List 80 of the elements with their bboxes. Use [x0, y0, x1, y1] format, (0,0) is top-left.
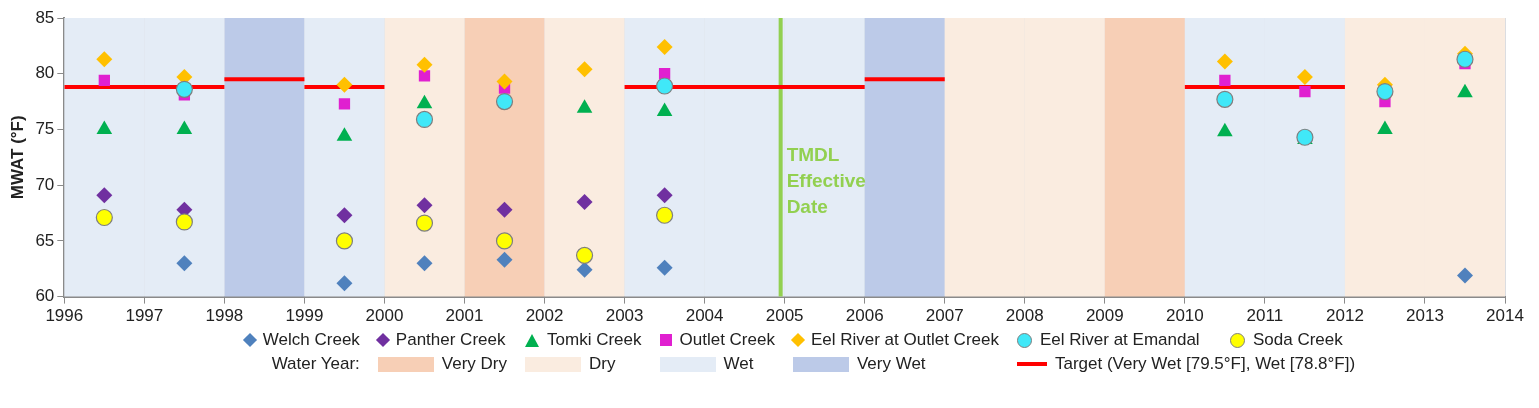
- ref-line-label: TMDL Effective Date: [786, 144, 866, 218]
- point: [656, 259, 673, 276]
- x-tick-label: 1999: [285, 306, 324, 326]
- x-tick-label: 2005: [765, 306, 804, 326]
- point: [1376, 82, 1394, 101]
- y-tick-label: 80: [35, 63, 55, 83]
- x-tick-label: 2007: [925, 306, 964, 326]
- point: [335, 232, 354, 250]
- point: [1456, 267, 1473, 284]
- y-tick-label: 75: [35, 119, 55, 139]
- x-tick-label: 2008: [1005, 306, 1044, 326]
- y-tick-label: 65: [35, 230, 55, 250]
- x-tick-label: 2004: [685, 306, 724, 326]
- legend-title: Water Year:: [270, 354, 360, 374]
- x-tick-label: 2014: [1486, 306, 1524, 326]
- x-tick-label: 2000: [365, 306, 404, 326]
- x-tick-label: 2001: [445, 306, 484, 326]
- point: [415, 110, 434, 129]
- point: [576, 193, 593, 210]
- point: [496, 251, 513, 268]
- x-tick-label: 2013: [1406, 306, 1444, 326]
- point: [336, 275, 353, 292]
- x-tick-label: 2010: [1165, 306, 1204, 326]
- legend-label: Tomki Creek: [547, 330, 642, 350]
- x-tick-label: 2006: [845, 306, 884, 326]
- point: [95, 208, 113, 227]
- point: [656, 206, 674, 224]
- point: [416, 255, 433, 272]
- point: [338, 98, 351, 110]
- y-tick-label: 70: [35, 174, 55, 194]
- point: [175, 80, 193, 98]
- point: [496, 201, 513, 218]
- point: [495, 232, 514, 250]
- legend-label: Wet: [723, 354, 754, 374]
- legend-label: Dry: [589, 354, 616, 374]
- y-tick-label: 60: [35, 286, 55, 306]
- legend-label: Very Dry: [441, 354, 508, 374]
- x-tick-label: 2009: [1085, 306, 1124, 326]
- y-tick-label: 85: [35, 7, 55, 27]
- legend-label: Eel River at Emandal: [1039, 330, 1200, 350]
- point: [495, 92, 514, 111]
- legend-label: Eel River at Outlet Creek: [810, 330, 999, 350]
- point: [1456, 50, 1474, 68]
- point: [1216, 90, 1234, 108]
- x-tick-label: 1996: [45, 306, 84, 326]
- legend-label: Soda Creek: [1253, 330, 1343, 350]
- point: [576, 261, 593, 278]
- x-tick-label: 1998: [205, 306, 244, 326]
- point: [336, 76, 353, 93]
- y-axis-title: MWAT (°F): [7, 115, 27, 200]
- point: [656, 38, 673, 55]
- point: [575, 246, 594, 264]
- point: [98, 74, 110, 87]
- legend-label: Target (Very Wet [79.5°F], Wet [78.8°F]): [1054, 354, 1356, 374]
- point: [1296, 69, 1313, 86]
- legend-label: Panther Creek: [395, 330, 506, 350]
- point: [1299, 85, 1311, 98]
- legend-label: Very Wet: [856, 354, 926, 374]
- point: [1216, 53, 1233, 70]
- point: [416, 56, 433, 73]
- point: [176, 255, 193, 272]
- x-tick-label: 2011: [1246, 306, 1284, 326]
- point: [415, 214, 434, 232]
- x-tick-label: 1997: [125, 306, 164, 326]
- point: [656, 187, 673, 204]
- point: [336, 207, 353, 224]
- point: [496, 73, 513, 90]
- point: [96, 187, 113, 204]
- legend-label: Outlet Creek: [679, 330, 775, 350]
- point: [656, 77, 674, 95]
- point: [418, 70, 431, 82]
- point: [576, 61, 593, 78]
- x-tick-label: 2012: [1326, 306, 1364, 326]
- legend-label: Welch Creek: [262, 330, 360, 350]
- point: [416, 197, 433, 214]
- x-tick-label: 2003: [605, 306, 644, 326]
- point: [1219, 74, 1231, 87]
- x-tick-label: 2002: [525, 306, 564, 326]
- point: [96, 51, 113, 68]
- point: [175, 213, 193, 231]
